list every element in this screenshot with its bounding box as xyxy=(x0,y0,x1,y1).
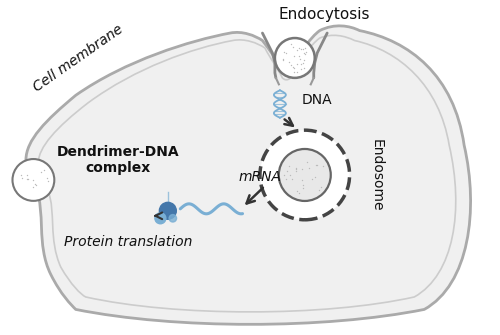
Circle shape xyxy=(12,159,54,201)
Text: Endocytosis: Endocytosis xyxy=(279,7,370,22)
Circle shape xyxy=(275,38,314,78)
Text: Endosome: Endosome xyxy=(370,139,384,211)
Circle shape xyxy=(260,130,350,220)
Circle shape xyxy=(155,213,166,224)
Circle shape xyxy=(169,214,176,222)
PathPatch shape xyxy=(26,26,470,324)
Text: mRNA: mRNA xyxy=(238,171,282,185)
Circle shape xyxy=(279,149,331,201)
Text: Cell membrane: Cell membrane xyxy=(30,22,126,94)
Text: DNA: DNA xyxy=(302,93,332,107)
Text: Dendrimer-DNA
complex: Dendrimer-DNA complex xyxy=(56,145,180,175)
Text: Protein translation: Protein translation xyxy=(64,235,192,249)
Circle shape xyxy=(160,202,176,219)
